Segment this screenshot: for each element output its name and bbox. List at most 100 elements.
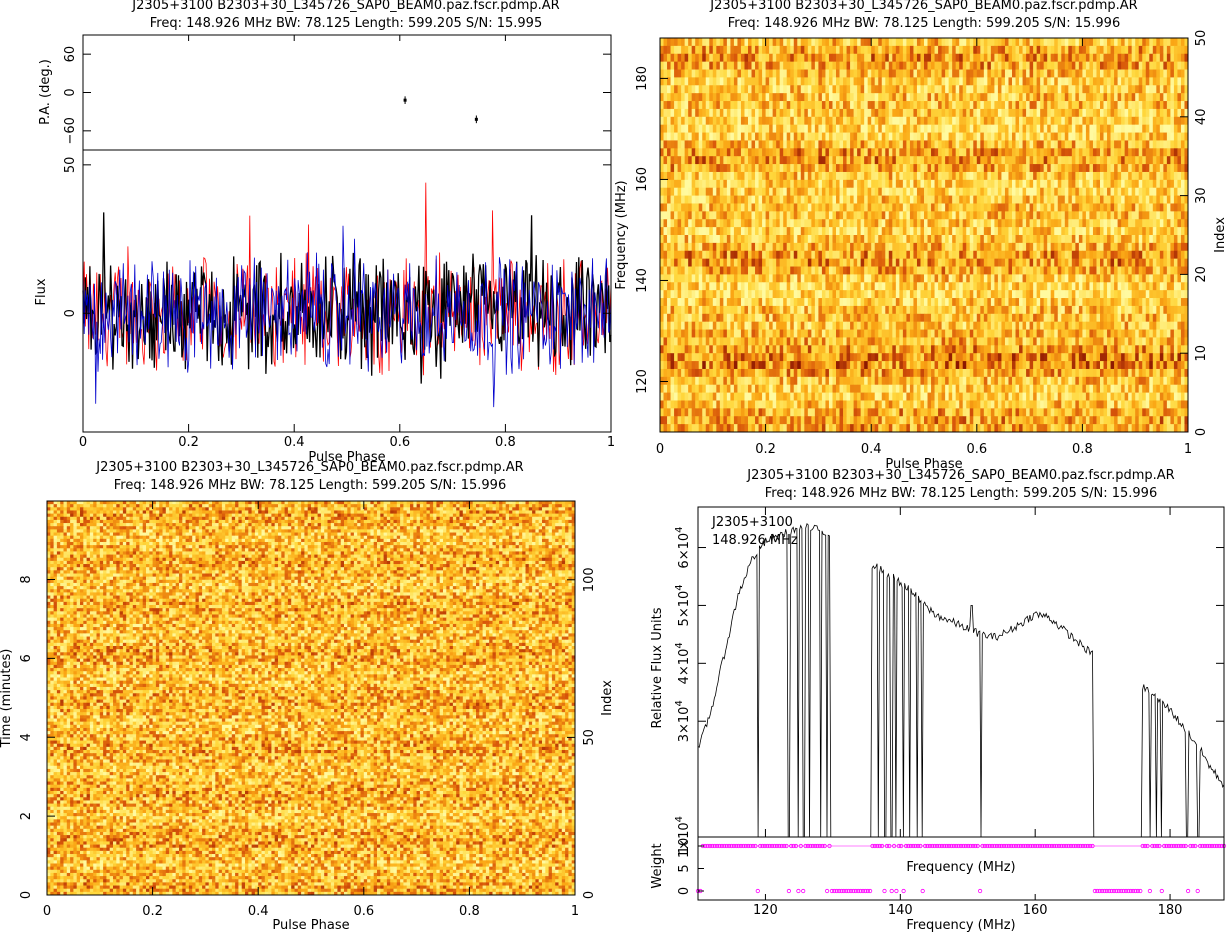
heatmap-cell <box>843 85 847 93</box>
heatmap-cell <box>949 267 953 275</box>
heatmap-cell <box>720 85 724 93</box>
heatmap-cell <box>1005 164 1009 172</box>
heatmap-cell <box>1047 235 1051 243</box>
heatmap-cell <box>1132 62 1136 70</box>
heatmap-cell <box>973 274 977 282</box>
pa-frame <box>83 35 611 150</box>
heatmap-cell <box>1040 38 1044 46</box>
heatmap-cell <box>744 46 748 54</box>
heatmap-cell <box>994 282 998 290</box>
heatmap-cell <box>671 164 675 172</box>
heatmap-cell <box>695 180 699 188</box>
heatmap-cell <box>787 46 791 54</box>
heatmap-cell <box>843 282 847 290</box>
heatmap-cell <box>1093 274 1097 282</box>
heatmap-cell <box>843 235 847 243</box>
heatmap-cell <box>1153 172 1157 180</box>
heatmap-cell <box>1040 70 1044 78</box>
heatmap-cell <box>832 133 836 141</box>
heatmap-cell <box>963 243 967 251</box>
heatmap-cell <box>762 164 766 172</box>
heatmap-cell <box>878 274 882 282</box>
heatmap-cell <box>752 140 756 148</box>
heatmap-cell <box>987 259 991 267</box>
heatmap-cell <box>892 156 896 164</box>
heatmap-cell <box>818 54 822 62</box>
heatmap-cell <box>825 109 829 117</box>
heatmap-cell <box>861 251 865 259</box>
heatmap-cell <box>1107 101 1111 109</box>
heatmap-cell <box>1139 282 1143 290</box>
heatmap-cell <box>1163 219 1167 227</box>
heatmap-cell <box>1005 133 1009 141</box>
heatmap-cell <box>871 259 875 267</box>
heatmap-cell <box>896 54 900 62</box>
heatmap-cell <box>861 109 865 117</box>
heatmap-cell <box>994 290 998 298</box>
heatmap-cell <box>706 188 710 196</box>
heatmap-cell <box>1146 46 1150 54</box>
heatmap-cell <box>815 243 819 251</box>
heatmap-cell <box>1128 259 1132 267</box>
heatmap-cell <box>1051 164 1055 172</box>
heatmap-cell <box>1149 148 1153 156</box>
heatmap-cell <box>1093 54 1097 62</box>
heatmap-cell <box>685 251 689 259</box>
heatmap-cell <box>854 274 858 282</box>
heatmap-cell <box>1044 148 1048 156</box>
heatmap-cell <box>878 235 882 243</box>
heatmap-cell <box>1037 203 1041 211</box>
heatmap-cell <box>920 267 924 275</box>
heatmap-cell <box>748 133 752 141</box>
heatmap-cell <box>685 46 689 54</box>
heatmap-cell <box>850 267 854 275</box>
heatmap-cell <box>1149 109 1153 117</box>
heatmap-cell <box>829 290 833 298</box>
heatmap-cell <box>1068 125 1072 133</box>
heatmap-cell <box>1160 54 1164 62</box>
heatmap-cell <box>1075 54 1079 62</box>
heatmap-cell <box>741 164 745 172</box>
heatmap-cell <box>1149 125 1153 133</box>
heatmap-cell <box>1156 180 1160 188</box>
heatmap-cell <box>1033 164 1037 172</box>
heatmap-cell <box>1121 101 1125 109</box>
heatmap-cell <box>773 117 777 125</box>
heatmap-cell <box>864 93 868 101</box>
heatmap-cell <box>840 243 844 251</box>
heatmap-cell <box>871 267 875 275</box>
heatmap-cell <box>783 62 787 70</box>
heatmap-cell <box>1107 243 1111 251</box>
heatmap-cell <box>1121 267 1125 275</box>
heatmap-cell <box>713 188 717 196</box>
heatmap-cell <box>832 140 836 148</box>
heatmap-cell <box>994 243 998 251</box>
heatmap-cell <box>752 164 756 172</box>
heatmap-cell <box>762 211 766 219</box>
heatmap-cell <box>804 133 808 141</box>
heatmap-cell <box>1005 251 1009 259</box>
heatmap-cell <box>1177 196 1181 204</box>
heatmap-cell <box>882 180 886 188</box>
heatmap-cell <box>695 211 699 219</box>
heatmap-cell <box>1125 196 1129 204</box>
heatmap-cell <box>829 125 833 133</box>
heatmap-cell <box>994 172 998 180</box>
heatmap-cell <box>1065 267 1069 275</box>
heatmap-cell <box>1167 109 1171 117</box>
heatmap-cell <box>1054 227 1058 235</box>
heatmap-cell <box>1082 156 1086 164</box>
heatmap-cell <box>783 46 787 54</box>
heatmap-cell <box>752 109 756 117</box>
heatmap-cell <box>811 235 815 243</box>
heatmap-cell <box>920 140 924 148</box>
heatmap-cell <box>1156 243 1160 251</box>
heatmap-cell <box>1149 101 1153 109</box>
heatmap-cell <box>998 211 1002 219</box>
heatmap-cell <box>1075 235 1079 243</box>
heatmap-cell <box>671 148 675 156</box>
heatmap-cell <box>1121 203 1125 211</box>
heatmap-cell <box>878 93 882 101</box>
heatmap-cell <box>1082 140 1086 148</box>
heatmap-cell <box>1174 227 1178 235</box>
